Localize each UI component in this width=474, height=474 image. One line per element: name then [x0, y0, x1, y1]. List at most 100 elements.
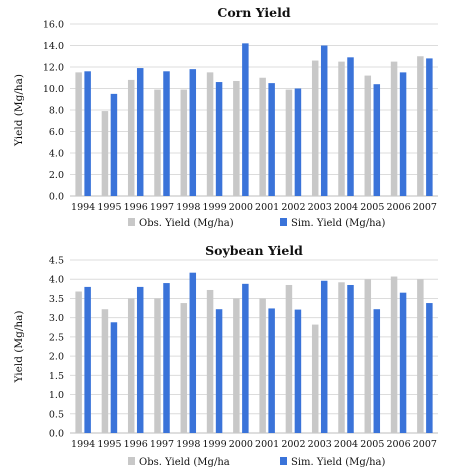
x-tick-label: 1998: [176, 202, 200, 213]
obs-bar-2005: [365, 279, 372, 433]
obs-bar-1999: [207, 72, 214, 196]
sim-bar-2005: [374, 84, 381, 196]
x-tick-label: 1997: [150, 202, 174, 213]
x-tick-label: 2006: [386, 202, 410, 213]
x-tick-label: 2005: [360, 202, 384, 213]
y-tick-label: 14.0: [43, 41, 64, 52]
sim-bar-2001: [268, 83, 275, 196]
y-tick-label: 12.0: [43, 63, 64, 74]
sim-bar-1994: [84, 71, 91, 196]
obs-bar-1999: [207, 290, 214, 433]
sim-bar-2006: [400, 72, 407, 196]
sim-legend-label: Sim. Yield (Mg/ha): [291, 457, 386, 468]
x-tick-label: 1996: [124, 202, 148, 213]
x-tick-label: 2004: [334, 202, 358, 213]
obs-bar-2007: [417, 56, 424, 196]
y-tick-label: 8.0: [49, 106, 64, 117]
sim-bar-2001: [268, 308, 275, 433]
x-tick-label: 2004: [334, 439, 358, 450]
sim-bar-1994: [84, 287, 91, 433]
y-tick-label: 2.0: [49, 170, 64, 181]
y-tick-label: 1.5: [49, 371, 64, 382]
x-tick-label: 2000: [229, 202, 253, 213]
x-tick-label: 1999: [202, 439, 226, 450]
obs-bar-2004: [338, 62, 345, 196]
sim-bar-1998: [190, 69, 197, 196]
sim-bar-2007: [426, 58, 433, 196]
sim-bar-2000: [242, 43, 249, 196]
y-tick-label: 4.0: [49, 275, 64, 286]
obs-bar-2000: [233, 81, 240, 196]
y-tick-label: 3.5: [49, 294, 64, 305]
x-tick-label: 1996: [124, 439, 148, 450]
chart-title: Soybean Yield: [205, 243, 303, 258]
x-tick-label: 1999: [202, 202, 226, 213]
y-tick-label: 2.0: [49, 352, 64, 363]
sim-bar-2002: [295, 310, 302, 433]
x-tick-label: 2007: [413, 439, 437, 450]
x-tick-label: 2007: [413, 202, 437, 213]
obs-bar-2004: [338, 282, 345, 433]
y-tick-label: 10.0: [43, 84, 64, 95]
y-tick-label: 16.0: [43, 20, 64, 31]
obs-legend-label: Obs. Yield (Mg/ha: [139, 457, 230, 468]
y-tick-label: 0.0: [49, 429, 64, 440]
y-tick-label: 3.0: [49, 313, 64, 324]
obs-bar-2007: [417, 279, 424, 433]
sim-bar-2007: [426, 303, 433, 433]
sim-bar-2003: [321, 281, 328, 433]
x-tick-label: 2002: [281, 202, 305, 213]
x-tick-label: 2002: [281, 439, 305, 450]
y-tick-label: 1.0: [49, 390, 64, 401]
y-tick-label: 6.0: [49, 127, 64, 138]
x-tick-label: 1994: [71, 202, 95, 213]
x-tick-label: 1995: [97, 202, 121, 213]
sim-bar-2000: [242, 284, 249, 433]
sim-bar-1996: [137, 68, 144, 196]
obs-bar-1995: [102, 111, 109, 196]
y-tick-label: 4.0: [49, 149, 64, 160]
sim-legend-swatch: [280, 218, 287, 226]
y-tick-label: 4.5: [49, 256, 64, 267]
y-tick-label: 0.5: [49, 409, 64, 420]
obs-bar-2002: [286, 90, 293, 196]
obs-bar-1994: [75, 292, 82, 433]
obs-legend-swatch: [128, 218, 135, 226]
x-tick-label: 1997: [150, 439, 174, 450]
obs-bar-1996: [128, 80, 135, 196]
sim-bar-1995: [111, 94, 118, 196]
x-tick-label: 2003: [308, 202, 332, 213]
obs-bar-2000: [233, 298, 240, 433]
sim-legend-swatch: [280, 457, 287, 465]
x-tick-label: 2005: [360, 439, 384, 450]
obs-bar-2006: [391, 62, 398, 196]
obs-bar-2002: [286, 285, 293, 433]
x-tick-label: 2001: [255, 439, 279, 450]
chart-title: Corn Yield: [217, 5, 290, 20]
y-tick-label: 0.0: [49, 192, 64, 203]
sim-bar-2002: [295, 89, 302, 197]
x-tick-label: 2003: [308, 439, 332, 450]
y-axis-label: Yield (Mg/ha): [13, 311, 25, 384]
obs-legend-swatch: [128, 457, 135, 465]
sim-bar-1997: [163, 283, 170, 433]
obs-bar-2006: [391, 277, 398, 433]
chart-panel-1: Soybean Yield 0.0 0.5 1.0 1.5 2.0 2.5 3.0 3.5 4.0…: [13, 243, 438, 468]
obs-bar-1997: [154, 90, 161, 196]
obs-bar-2001: [259, 298, 266, 433]
sim-bar-1996: [137, 287, 144, 433]
obs-bar-2003: [312, 325, 319, 433]
x-tick-label: 1995: [97, 439, 121, 450]
sim-bar-1997: [163, 71, 170, 196]
y-axis-label: Yield (Mg/ha): [13, 74, 25, 147]
obs-bar-1994: [75, 72, 82, 196]
obs-bar-1998: [181, 303, 188, 433]
sim-bar-1999: [216, 309, 223, 433]
x-tick-label: 2006: [386, 439, 410, 450]
sim-bar-2004: [347, 57, 354, 196]
sim-bar-1995: [111, 322, 118, 433]
obs-bar-2003: [312, 61, 319, 196]
sim-bar-1998: [190, 273, 197, 433]
